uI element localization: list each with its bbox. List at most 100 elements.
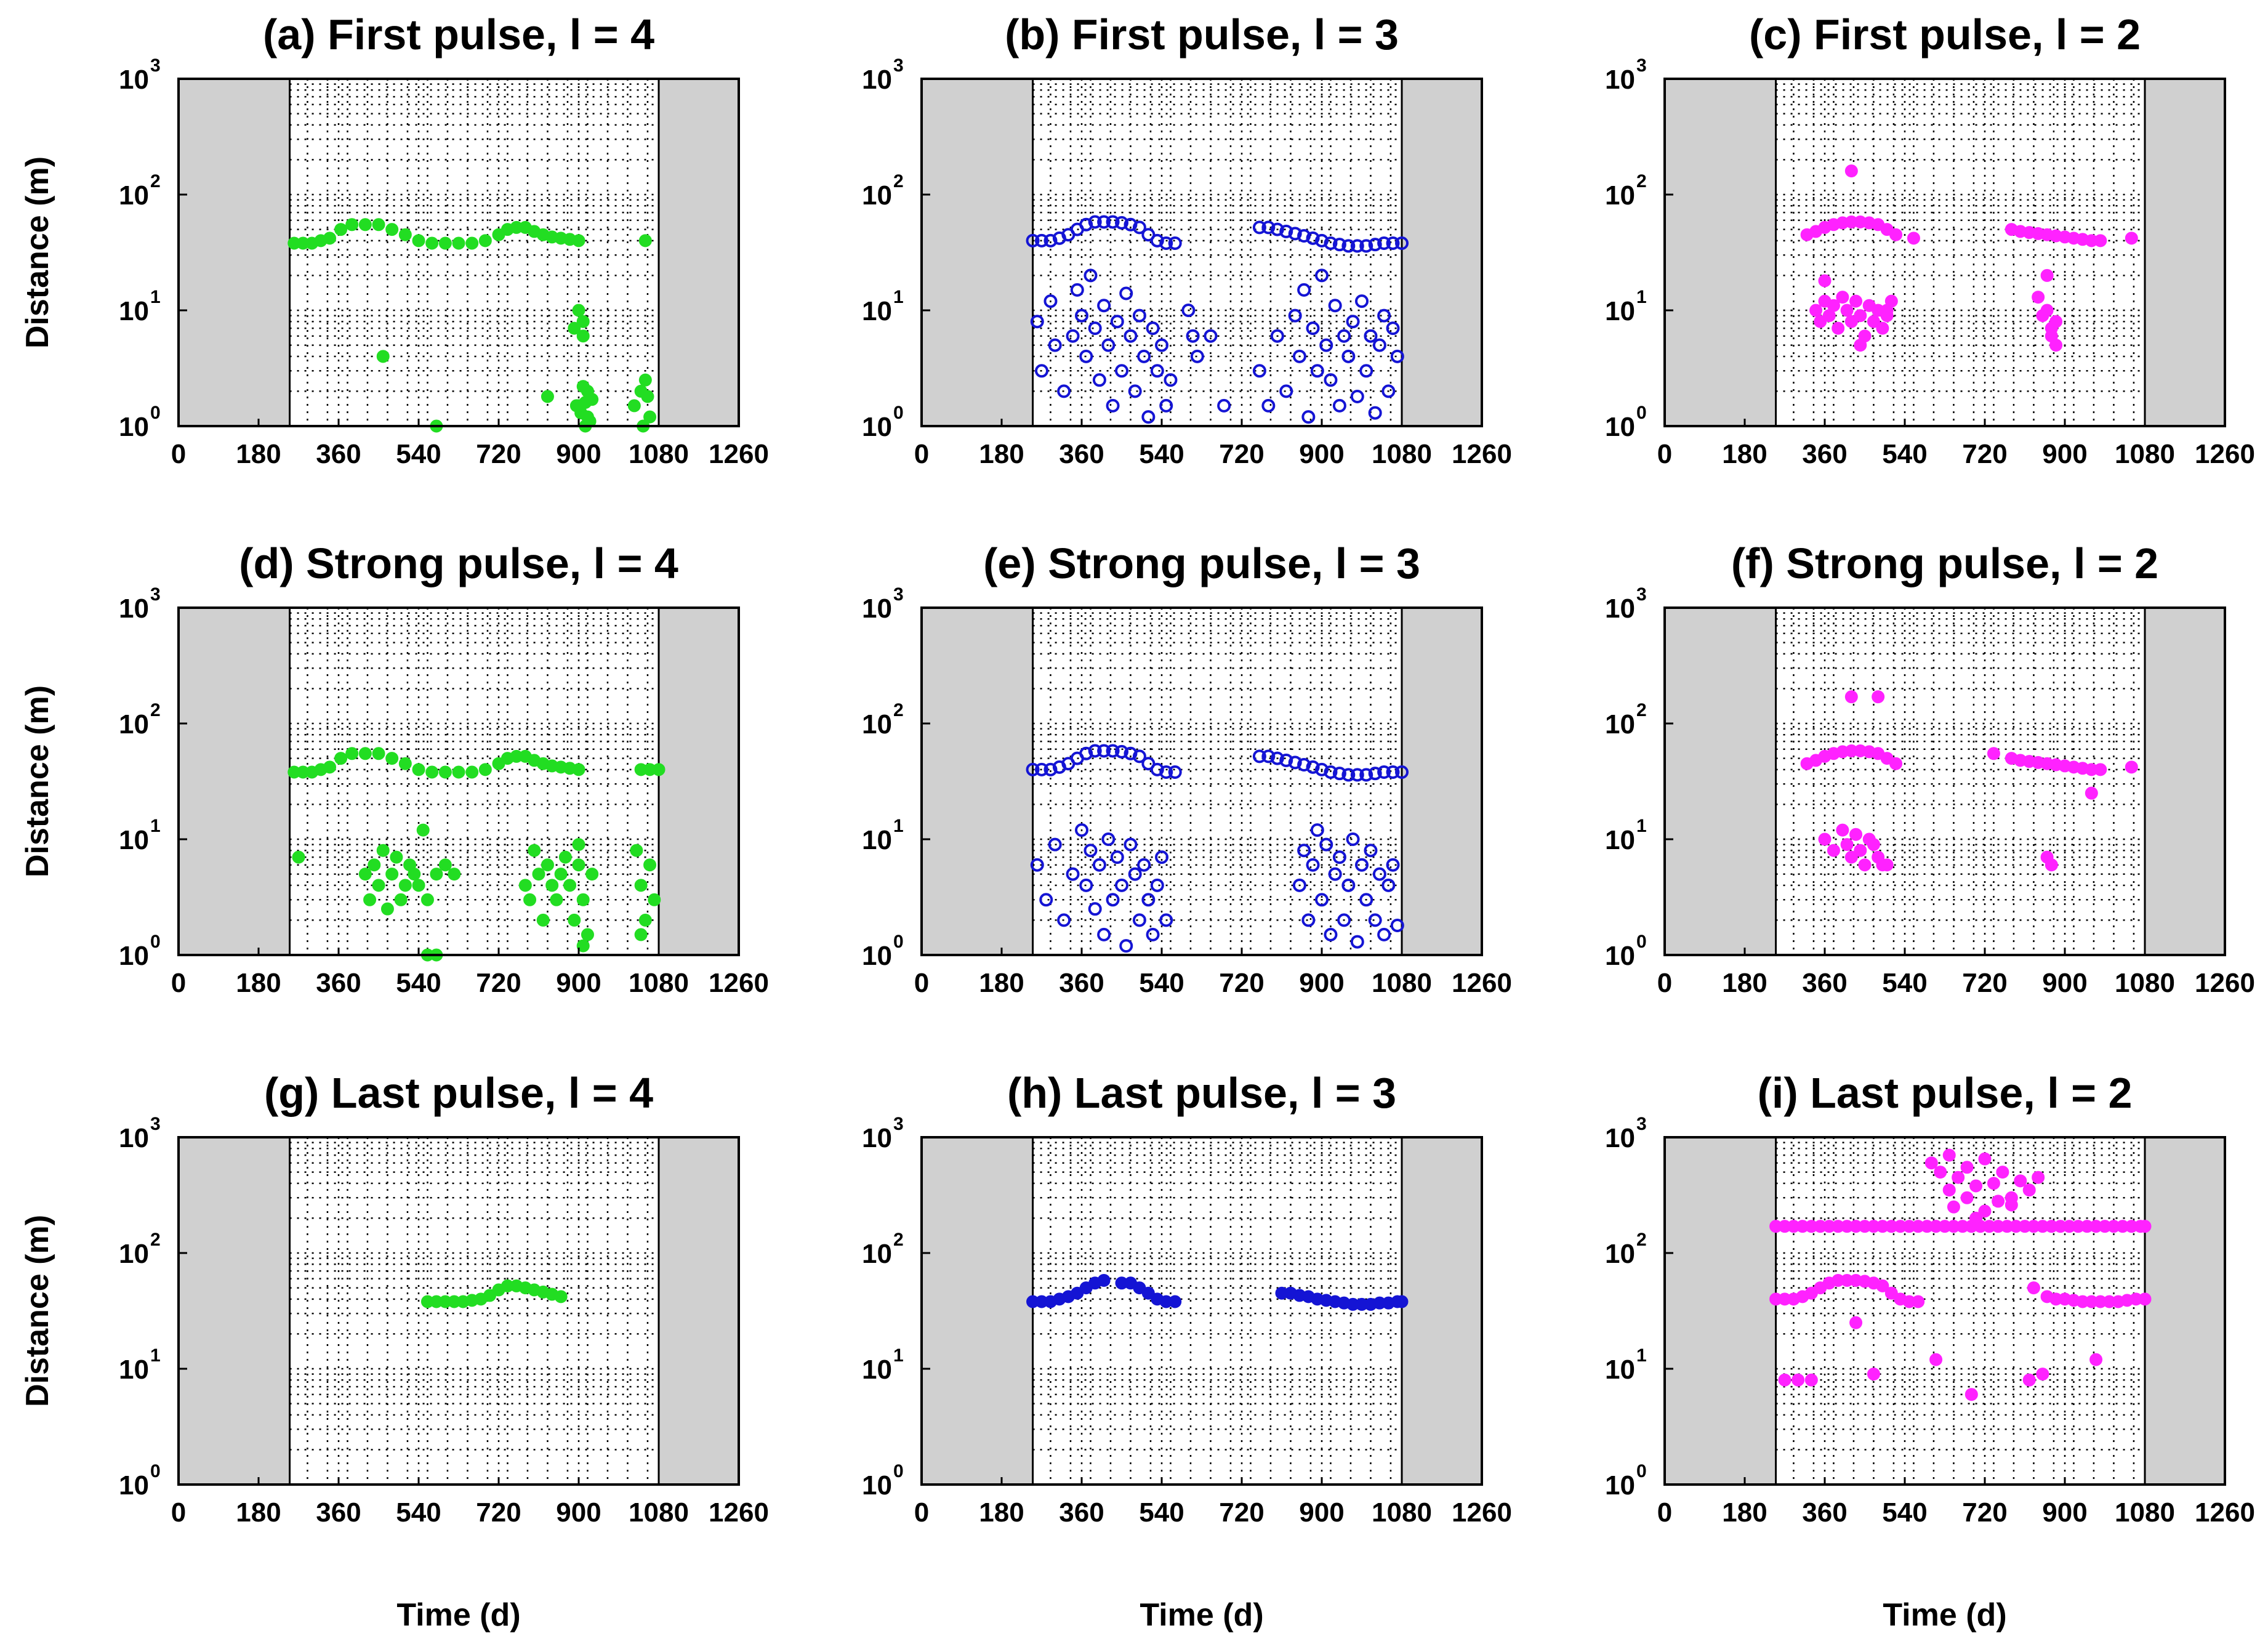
- data-point: [2032, 1171, 2045, 1184]
- data-point: [643, 858, 657, 872]
- data-point: [558, 850, 572, 864]
- data-point: [1324, 765, 1338, 780]
- data-point: [1035, 762, 1048, 776]
- data-point: [1097, 299, 1111, 313]
- data-point: [1088, 744, 1102, 758]
- data-point: [585, 868, 599, 881]
- data-point: [1849, 1316, 1863, 1329]
- data-point: [1070, 283, 1084, 297]
- x-tick-label: 1080: [629, 1497, 689, 1528]
- y-tick-exponent: 3: [893, 1114, 904, 1134]
- x-tick-label: 540: [1139, 968, 1184, 998]
- y-tick-exponent: 2: [1636, 1230, 1647, 1250]
- data-point: [1867, 838, 1880, 852]
- x-axis-label: Time (d): [1140, 1597, 1263, 1633]
- x-tick-label: 720: [476, 1497, 521, 1528]
- y-tick-exponent: 1: [150, 1345, 161, 1366]
- data-point: [1097, 927, 1111, 941]
- data-point: [1279, 753, 1293, 767]
- data-point: [1141, 410, 1156, 424]
- data-point: [568, 321, 581, 335]
- series-lower: [1778, 1316, 2103, 1401]
- y-tick-exponent: 2: [1636, 171, 1647, 191]
- data-point: [1929, 1353, 1943, 1366]
- data-point: [452, 236, 465, 250]
- data-point: [1252, 749, 1266, 764]
- data-point: [1168, 1295, 1182, 1308]
- data-point: [1836, 291, 1849, 304]
- x-tick-label: 1260: [709, 439, 769, 469]
- shaded-region-1: [1401, 1136, 1483, 1486]
- y-tick-label: 10: [862, 1470, 892, 1501]
- data-point: [372, 879, 385, 892]
- x-tick-label: 0: [1657, 1497, 1672, 1528]
- x-tick-label: 180: [979, 968, 1024, 998]
- x-tick-label: 180: [1722, 1497, 1767, 1528]
- y-tick-label: 10: [1605, 65, 1635, 95]
- shaded-region-0: [1663, 1136, 1777, 1486]
- data-point: [358, 218, 372, 232]
- y-tick-label: 10: [862, 594, 892, 624]
- data-point: [1880, 858, 1894, 872]
- data-point: [528, 844, 541, 857]
- data-point: [1889, 757, 1903, 770]
- panel-title: (i) Last pulse, l = 2: [1758, 1069, 2133, 1117]
- series-ridge: [1026, 744, 1409, 782]
- data-point: [1168, 236, 1182, 251]
- y-tick-label: 10: [119, 1355, 149, 1385]
- data-point: [363, 893, 377, 906]
- x-tick-label: 720: [1219, 968, 1264, 998]
- data-point: [1088, 215, 1102, 229]
- data-point: [1270, 222, 1284, 236]
- data-point: [438, 236, 452, 250]
- data-point: [572, 234, 585, 248]
- x-tick-label: 1260: [1452, 968, 1512, 998]
- data-point: [1827, 299, 1840, 312]
- data-point: [1350, 239, 1364, 253]
- data-point: [1386, 321, 1400, 336]
- data-point: [1297, 758, 1311, 772]
- data-point: [1106, 398, 1120, 413]
- data-point: [1030, 858, 1044, 872]
- data-point: [1332, 850, 1346, 864]
- x-tick-label: 360: [316, 439, 361, 469]
- gridlines: [289, 608, 659, 955]
- data-point: [1844, 690, 1858, 704]
- gridlines: [289, 79, 659, 426]
- data-point: [1150, 233, 1164, 248]
- x-tick-label: 0: [171, 968, 186, 998]
- shaded-region-1: [2144, 606, 2226, 956]
- data-point: [1115, 364, 1128, 378]
- data-point: [1844, 164, 1858, 178]
- shaded-region-1: [657, 606, 740, 956]
- y-tick-label: 10: [1605, 1123, 1635, 1153]
- y-tick-exponent: 3: [150, 55, 161, 76]
- data-point: [1395, 236, 1409, 251]
- data-point: [1386, 765, 1400, 780]
- x-tick-label: 540: [1882, 968, 1927, 998]
- data-point: [532, 868, 545, 881]
- data-point: [345, 218, 359, 232]
- y-tick-exponent: 2: [1636, 700, 1647, 720]
- data-point: [1079, 746, 1093, 760]
- data-point: [1150, 364, 1164, 378]
- shaded-region-0: [177, 1136, 291, 1486]
- data-point: [648, 893, 661, 906]
- data-point: [1168, 765, 1182, 780]
- data-point: [1364, 844, 1378, 858]
- x-tick-label: 720: [476, 439, 521, 469]
- data-point: [638, 373, 652, 387]
- data-point: [1341, 349, 1356, 363]
- series-ridge: [1800, 215, 2138, 248]
- data-point: [1315, 893, 1329, 907]
- y-tick-exponent: 1: [893, 816, 904, 836]
- data-point: [1288, 227, 1302, 241]
- data-point: [1960, 1161, 1974, 1174]
- data-point: [1159, 765, 1173, 780]
- x-tick-label: 540: [396, 968, 441, 998]
- data-point: [1092, 858, 1106, 872]
- shaded-region-1: [657, 78, 740, 427]
- y-tick-label: 10: [1605, 1355, 1635, 1385]
- data-point: [345, 747, 359, 760]
- data-point: [1048, 338, 1062, 352]
